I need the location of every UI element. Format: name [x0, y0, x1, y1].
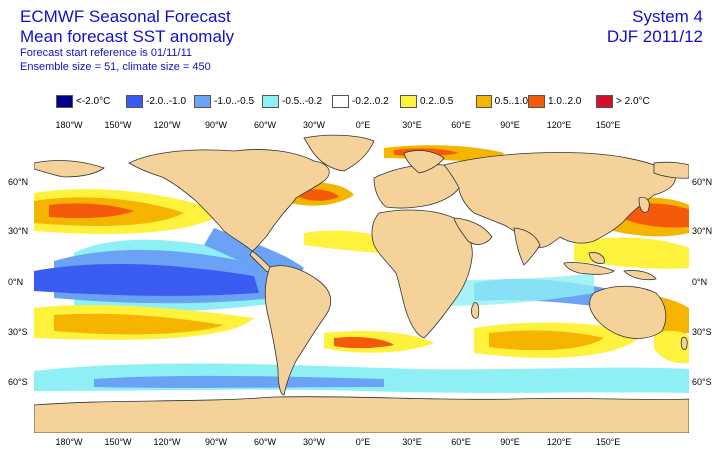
- warm-anomaly-south-pacific-mid: [54, 313, 224, 335]
- arabia: [453, 217, 493, 245]
- legend-label: -0.5..-0.2: [282, 95, 323, 107]
- india: [513, 227, 541, 266]
- legend-item: > 2.0°C: [596, 94, 662, 108]
- lon-label-bottom: 150°E: [595, 437, 621, 447]
- scandinavia: [403, 150, 445, 174]
- warm-anomaly-gulf-stream-core: [299, 189, 339, 201]
- madagascar: [471, 302, 480, 319]
- new-guinea: [623, 270, 657, 281]
- legend-label: -0.2..0.2: [352, 95, 389, 107]
- legend-item: -0.5..-0.2: [262, 94, 332, 108]
- legend-swatch: [528, 94, 545, 108]
- legend-swatch: [126, 94, 143, 108]
- legend-label: 0.2..0.5: [420, 95, 454, 107]
- lat-label-left: 0°N: [8, 277, 24, 287]
- lat-label-left: 60°S: [8, 377, 28, 387]
- legend-label: -1.0..-0.5: [214, 95, 255, 107]
- asia: [443, 152, 676, 248]
- north-america: [128, 149, 330, 252]
- antarctica: [34, 396, 689, 433]
- lon-label-top: 0°E: [355, 120, 371, 130]
- legend-swatch: [596, 94, 613, 108]
- warm-anomaly-west-pacific-core: [624, 203, 689, 228]
- lon-label-top: 150°W: [104, 120, 132, 130]
- sst-anomaly-map: [34, 133, 689, 433]
- lon-label-bottom: 0°E: [355, 437, 371, 447]
- legend-swatch: [400, 94, 417, 108]
- period-label: DJF 2011/12: [606, 27, 703, 46]
- lon-label-top: 120°W: [153, 120, 181, 130]
- lon-label-top: 120°E: [546, 120, 572, 130]
- warm-anomaly-south-atlantic-mid: [334, 336, 394, 349]
- lon-label-top: 30°W: [302, 120, 326, 130]
- lon-label-top: 60°W: [253, 120, 277, 130]
- legend-item: -1.0..-0.5: [194, 94, 262, 108]
- legend-item: <-2.0°C: [56, 94, 126, 108]
- lat-label-right: 0°N: [692, 277, 708, 287]
- borneo: [588, 252, 605, 264]
- lon-label-top: 90°E: [500, 120, 520, 130]
- lat-label-left: 30°S: [8, 327, 28, 337]
- legend-item: 0.2..0.5: [400, 94, 476, 108]
- lon-label-bottom: 90°W: [204, 437, 228, 447]
- warm-anomaly-north-pacific-core: [49, 203, 134, 219]
- lon-label-bottom: 90°E: [500, 437, 520, 447]
- japan: [638, 196, 650, 213]
- warm-anomaly-south-indian-mid: [489, 330, 604, 351]
- color-legend: <-2.0°C -2.0..-1.0 -1.0..-0.5 -0.5..-0.2…: [56, 94, 662, 108]
- lon-label-top: 180°W: [55, 120, 83, 130]
- lat-label-left: 30°N: [8, 226, 29, 236]
- south-america: [264, 265, 332, 396]
- alaska-east-siberia: [34, 160, 105, 178]
- legend-label: -2.0..-1.0: [146, 95, 187, 107]
- lon-label-top: 90°W: [204, 120, 228, 130]
- siberia-east: [653, 161, 689, 179]
- ensemble-size-text: Ensemble size = 51, climate size = 450: [20, 61, 211, 73]
- warm-anomaly-tasman: [654, 330, 689, 364]
- greenland: [303, 134, 375, 172]
- lon-label-top: 150°E: [595, 120, 621, 130]
- indonesia: [563, 262, 615, 275]
- cold-anomaly-pacific-core: [34, 263, 259, 296]
- lon-label-bottom: 180°W: [55, 437, 83, 447]
- title-line-1: ECMWF Seasonal Forecast: [20, 7, 231, 26]
- cold-anomaly-southern-dark: [94, 375, 384, 388]
- lat-label-right: 30°S: [692, 327, 712, 337]
- legend-item: -0.2..0.2: [332, 94, 400, 108]
- lon-label-top: 30°E: [402, 120, 422, 130]
- legend-swatch: [476, 94, 492, 108]
- title-line-2: Mean forecast SST anomaly: [20, 27, 235, 46]
- australia: [589, 285, 667, 339]
- land-masses: [34, 134, 689, 433]
- lon-label-bottom: 30°E: [402, 437, 422, 447]
- lat-label-right: 30°N: [692, 226, 713, 236]
- legend-label: <-2.0°C: [76, 95, 111, 107]
- lon-label-top: 60°E: [451, 120, 471, 130]
- legend-item: 0.5..1.0: [476, 94, 528, 108]
- lat-label-right: 60°S: [692, 377, 712, 387]
- forecast-start-text: Forecast start reference is 01/11/11: [20, 47, 193, 59]
- legend-swatch: [194, 94, 211, 108]
- system-label: System 4: [632, 7, 703, 26]
- lon-label-bottom: 30°W: [302, 437, 326, 447]
- legend-swatch: [56, 94, 73, 108]
- lon-label-bottom: 120°E: [546, 437, 572, 447]
- lon-label-bottom: 60°W: [253, 437, 277, 447]
- warm-anomaly-tropical-atlantic: [304, 230, 384, 253]
- legend-swatch: [262, 94, 279, 108]
- lon-label-bottom: 120°W: [153, 437, 181, 447]
- legend-label: 0.5..1.0: [494, 95, 528, 107]
- legend-label: 1.0..2.0: [548, 95, 582, 107]
- legend-item: -2.0..-1.0: [126, 94, 194, 108]
- legend-label: > 2.0°C: [616, 95, 650, 107]
- legend-item: 1.0..2.0: [528, 94, 596, 108]
- lat-label-right: 60°N: [692, 177, 713, 187]
- lon-label-bottom: 60°E: [451, 437, 471, 447]
- new-zealand: [680, 336, 688, 350]
- legend-swatch: [332, 94, 349, 108]
- lon-label-bottom: 150°W: [104, 437, 132, 447]
- lat-label-left: 60°N: [8, 177, 29, 187]
